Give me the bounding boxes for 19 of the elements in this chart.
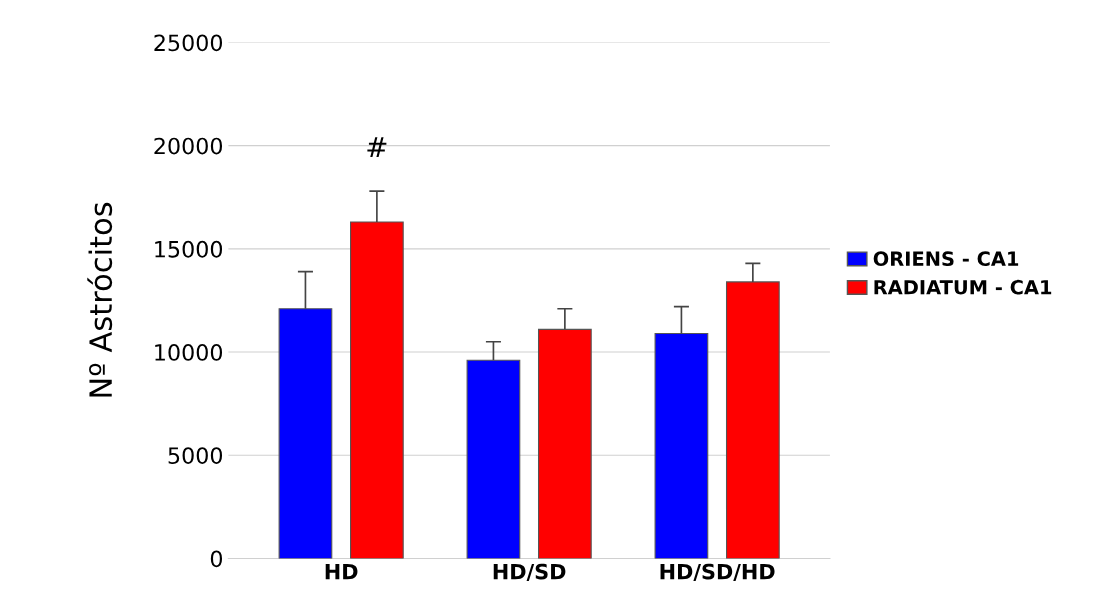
bar bbox=[537, 328, 592, 559]
y-tick-label: 15000 bbox=[155, 240, 223, 258]
bar bbox=[466, 359, 521, 559]
x-tick-label: HD/SD bbox=[493, 563, 566, 582]
y-tick-label: 20000 bbox=[154, 137, 223, 155]
y-tick-label: 5000 bbox=[168, 447, 223, 465]
bar bbox=[278, 308, 333, 559]
annotation: # bbox=[367, 137, 387, 158]
y-tick-label: 10000 bbox=[155, 344, 223, 361]
y-axis-title: Nº Astrócitos bbox=[87, 202, 113, 397]
bar bbox=[350, 221, 404, 559]
legend-label: RADIATUM - CA1 bbox=[874, 279, 1052, 295]
x-tick-label: HD/SD/HD bbox=[660, 563, 775, 582]
y-tick-label: 25000 bbox=[154, 34, 223, 52]
bar bbox=[725, 281, 780, 559]
legend-label: ORIENS - CA1 bbox=[873, 251, 1019, 267]
x-tick-label: HD bbox=[325, 563, 358, 580]
bar bbox=[654, 332, 709, 559]
y-tick-label: 0 bbox=[210, 550, 223, 568]
